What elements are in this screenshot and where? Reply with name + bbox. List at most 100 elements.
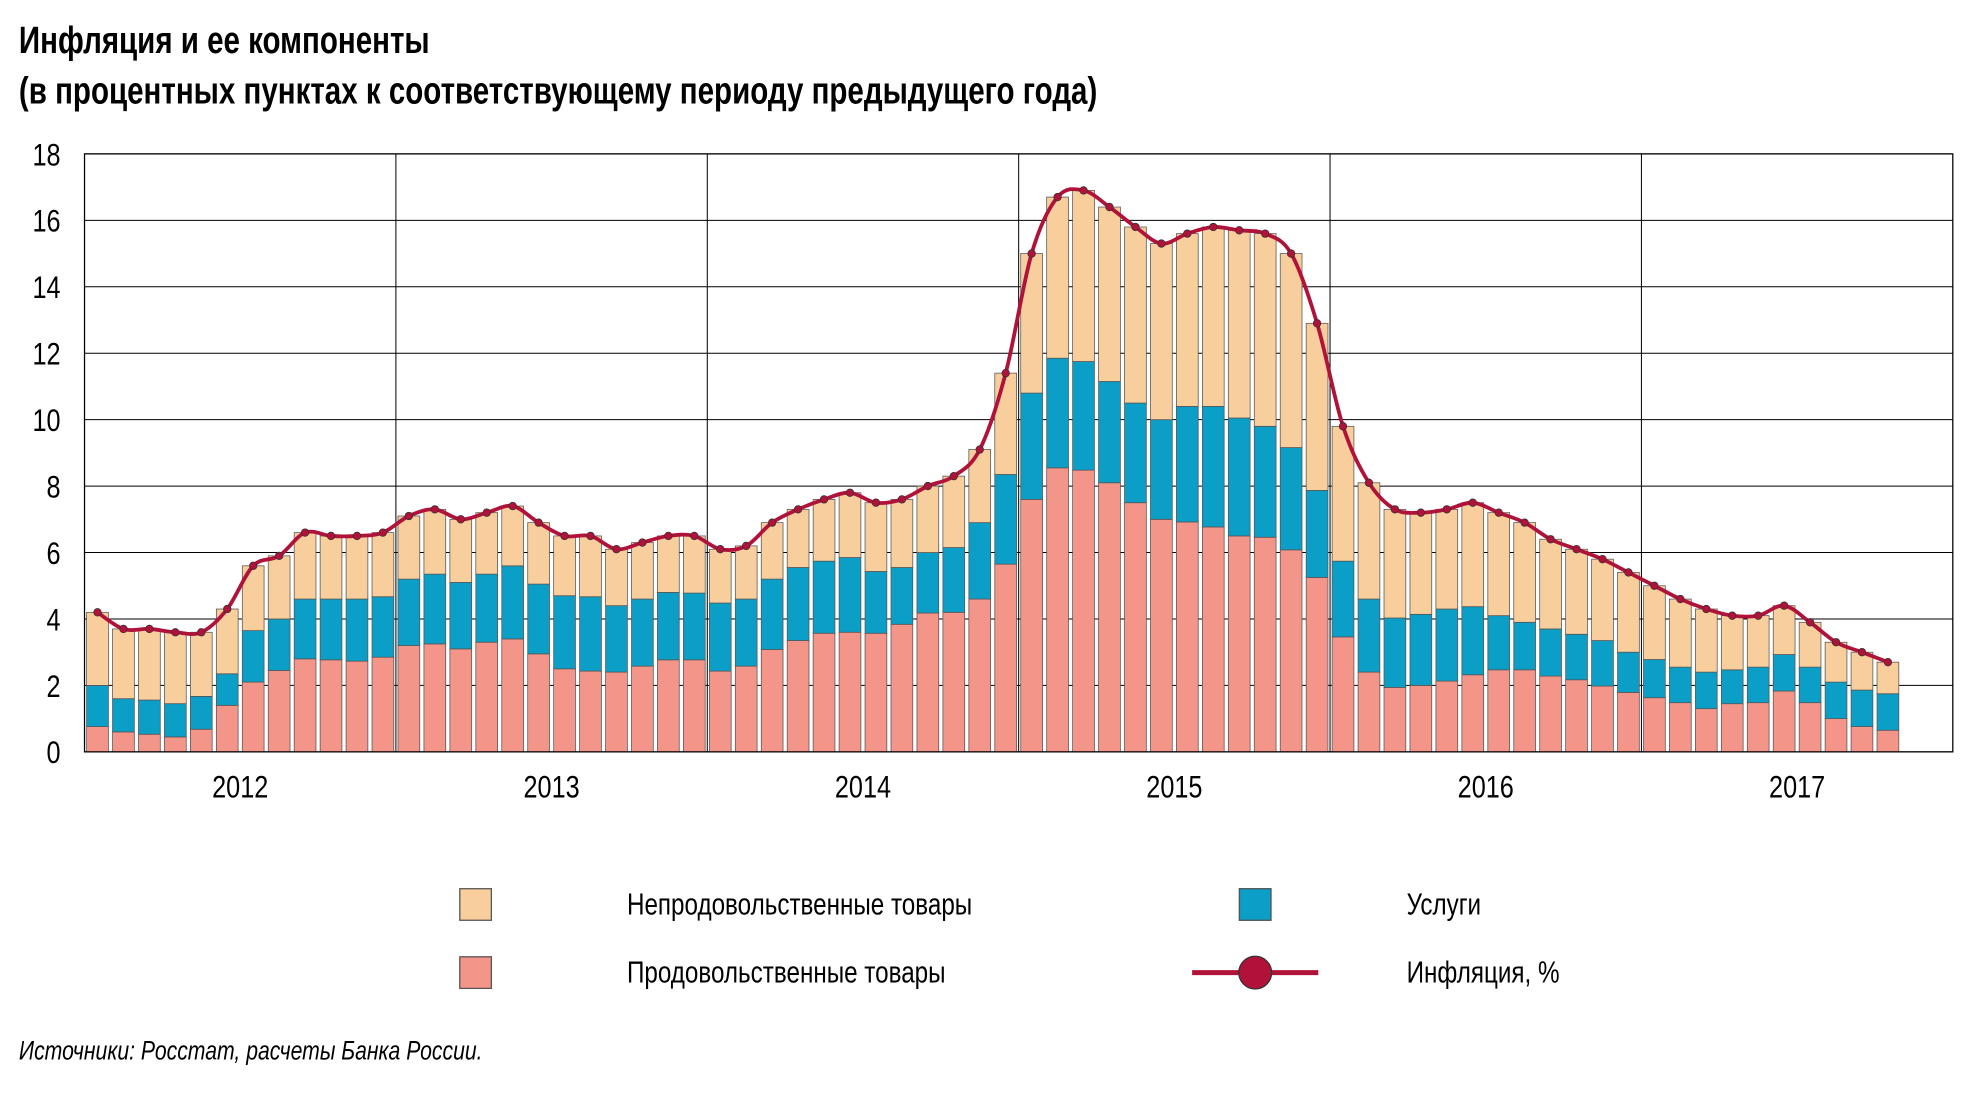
inflation-point <box>690 531 699 541</box>
bar-stack <box>1176 233 1199 753</box>
bar-nonfood <box>475 512 498 575</box>
bar-food <box>1487 669 1510 753</box>
bar-services <box>1461 606 1485 676</box>
inflation-point <box>1235 226 1244 235</box>
bar-stack <box>319 535 343 753</box>
x-tick-label: 2015 <box>1146 770 1202 805</box>
y-tick-label: 2 <box>47 669 61 704</box>
x-tick-label: 2012 <box>212 770 268 805</box>
bar-services <box>786 567 810 641</box>
inflation-line <box>96 187 1889 664</box>
bar-nonfood <box>527 522 550 585</box>
bar-food <box>916 612 940 753</box>
bar-stack <box>786 508 810 753</box>
bar-food <box>423 643 447 753</box>
inflation-point <box>1650 581 1659 590</box>
bar-food <box>553 668 576 753</box>
inflation-point <box>326 531 336 541</box>
bar-stack <box>1798 621 1822 753</box>
bar-food <box>1357 671 1381 753</box>
bar-nonfood <box>1279 253 1303 448</box>
bar-stack <box>1124 226 1147 753</box>
bar-stack <box>890 499 914 753</box>
bar-stack <box>241 565 265 753</box>
bar-food <box>371 656 395 753</box>
bar-nonfood <box>1357 482 1381 600</box>
bar-services <box>1746 666 1770 704</box>
bar-stack <box>631 542 654 753</box>
inflation-point <box>482 508 491 517</box>
bar-food <box>1695 708 1718 753</box>
inflation-point <box>300 528 310 537</box>
bar-services <box>1720 669 1744 705</box>
bar-stack <box>1279 253 1303 753</box>
bar-food <box>241 681 265 753</box>
bar-nonfood <box>631 542 654 600</box>
bar-stack <box>215 608 239 753</box>
bar-food <box>1201 526 1225 753</box>
bar-nonfood <box>1643 585 1666 660</box>
bar-services <box>890 567 914 625</box>
legend-swatch-nonfood <box>459 888 492 921</box>
y-tick-label: 6 <box>47 536 61 571</box>
bar-services <box>1046 357 1069 469</box>
bar-services <box>397 578 421 646</box>
bar-food <box>1020 499 1043 753</box>
bar-stack <box>1591 558 1614 753</box>
inflation-point <box>1728 611 1737 620</box>
bar-services <box>449 582 473 650</box>
bar-food <box>1253 536 1277 753</box>
bar-services <box>1201 405 1225 528</box>
bar-food <box>683 659 706 753</box>
bar-services <box>1876 693 1900 731</box>
bar-food <box>86 726 109 753</box>
inflation-point <box>1676 594 1685 604</box>
bar-food <box>631 665 654 753</box>
bar-food <box>1746 702 1770 753</box>
bar-food <box>1720 703 1744 753</box>
legend-swatch-food <box>459 956 492 990</box>
inflation-point <box>1157 239 1166 248</box>
y-tick-label: 0 <box>47 736 61 771</box>
bar-nonfood <box>190 631 213 697</box>
bar-stack <box>1720 615 1744 753</box>
bar-food <box>1409 685 1433 753</box>
bar-food <box>760 649 784 753</box>
inflation-point <box>119 624 128 634</box>
inflation-point <box>1364 478 1374 487</box>
bar-services <box>138 699 161 735</box>
inflation-point <box>923 481 933 491</box>
bar-nonfood <box>371 532 395 598</box>
y-tick-label: 16 <box>32 204 60 239</box>
bar-nonfood <box>916 485 940 553</box>
bar-food <box>1150 518 1173 753</box>
legend-label-food: Продовольственные товары <box>626 956 946 991</box>
bar-food <box>812 632 836 753</box>
bar-services <box>631 598 654 667</box>
bar-stack <box>1331 425 1355 753</box>
bar-food <box>1305 577 1329 753</box>
y-tick-label: 12 <box>32 337 60 372</box>
bar-nonfood <box>1046 196 1069 359</box>
bar-stack <box>397 515 421 753</box>
inflation-point <box>1027 249 1036 258</box>
bar-food <box>1772 690 1796 753</box>
bar-stack <box>345 535 369 753</box>
inflation-point <box>93 608 102 617</box>
bar-nonfood <box>1176 233 1199 407</box>
bar-stack <box>293 532 317 753</box>
bar-nonfood <box>1591 558 1614 641</box>
bar-stack <box>683 535 706 753</box>
bar-stack <box>734 545 758 753</box>
bar-nonfood <box>1020 253 1043 394</box>
bar-services <box>994 474 1017 565</box>
inflation-point <box>1209 222 1218 232</box>
inflation-point <box>949 471 958 481</box>
y-tick-label: 10 <box>32 403 60 438</box>
inflation-point <box>819 495 829 504</box>
inflation-point <box>378 528 388 537</box>
bar-services <box>293 598 317 660</box>
inflation-point <box>404 511 414 521</box>
bar-food <box>1798 702 1822 753</box>
